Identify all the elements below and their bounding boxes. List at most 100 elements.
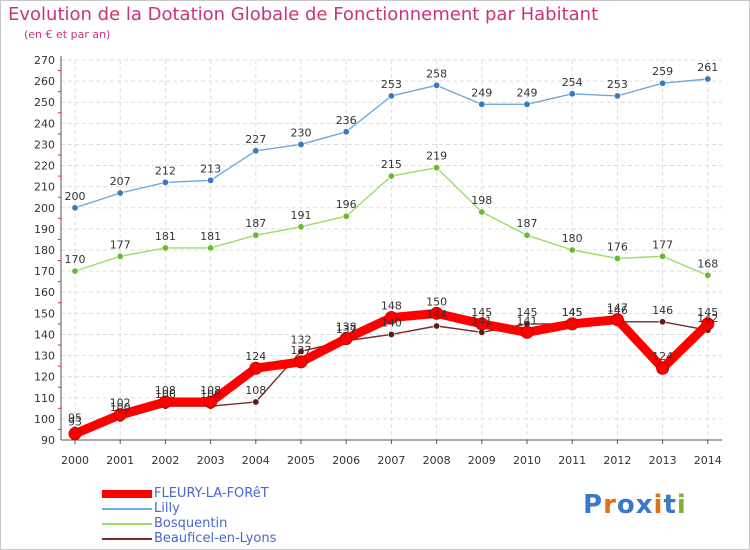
axes: 9010011012013014015016017018019020021022… bbox=[34, 54, 722, 467]
data-label-fleury-la-for-t: 150 bbox=[426, 295, 447, 308]
data-point-bosquentin bbox=[207, 244, 215, 252]
data-point-lilly bbox=[613, 92, 621, 100]
logo-letter: P bbox=[583, 490, 604, 520]
data-label-lilly: 227 bbox=[245, 133, 266, 146]
data-label-bosquentin: 177 bbox=[652, 238, 673, 251]
y-tick-label: 190 bbox=[34, 223, 55, 236]
data-point-bosquentin bbox=[613, 254, 621, 262]
data-point-beauficel-en-lyons bbox=[433, 322, 441, 330]
data-label-bosquentin: 191 bbox=[291, 209, 312, 222]
data-label-lilly: 254 bbox=[562, 76, 583, 89]
logo-letter: t bbox=[663, 490, 677, 520]
data-point-bosquentin bbox=[387, 172, 395, 180]
data-label-lilly: 230 bbox=[291, 126, 312, 139]
data-label-beauficel-en-lyons: 145 bbox=[562, 306, 583, 319]
data-label-fleury-la-for-t: 145 bbox=[562, 306, 583, 319]
logo-letter: r bbox=[603, 490, 617, 520]
data-label-beauficel-en-lyons: 140 bbox=[381, 316, 402, 329]
data-label-beauficel-en-lyons: 106 bbox=[155, 388, 176, 401]
data-label-bosquentin: 198 bbox=[471, 194, 492, 207]
y-tick-label: 240 bbox=[34, 117, 55, 130]
data-label-beauficel-en-lyons: 145 bbox=[517, 306, 538, 319]
data-label-fleury-la-for-t: 102 bbox=[110, 397, 131, 410]
data-label-lilly: 253 bbox=[607, 78, 628, 91]
data-point-beauficel-en-lyons bbox=[659, 318, 667, 326]
x-tick-label: 2014 bbox=[694, 454, 722, 467]
y-tick-label: 140 bbox=[34, 328, 55, 341]
data-point-lilly bbox=[252, 147, 260, 155]
x-tick-label: 2008 bbox=[423, 454, 451, 467]
legend-swatch bbox=[102, 490, 152, 498]
data-label-fleury-la-for-t: 124 bbox=[652, 350, 673, 363]
data-label-beauficel-en-lyons: 100 bbox=[110, 401, 131, 414]
data-label-fleury-la-for-t: 148 bbox=[381, 300, 402, 313]
data-label-bosquentin: 219 bbox=[426, 150, 447, 163]
data-point-lilly bbox=[387, 92, 395, 100]
data-point-bosquentin bbox=[523, 231, 531, 239]
data-point-fleury-la-for-t bbox=[520, 325, 534, 339]
data-point-fleury-la-for-t bbox=[384, 311, 398, 325]
data-point-lilly bbox=[433, 81, 441, 89]
data-label-lilly: 236 bbox=[336, 114, 357, 127]
data-label-beauficel-en-lyons: 142 bbox=[697, 312, 718, 325]
data-point-fleury-la-for-t bbox=[656, 361, 670, 375]
y-tick-label: 160 bbox=[34, 286, 55, 299]
x-tick-label: 2013 bbox=[649, 454, 677, 467]
x-tick-label: 2004 bbox=[242, 454, 270, 467]
data-label-fleury-la-for-t: 147 bbox=[607, 302, 628, 315]
data-point-fleury-la-for-t bbox=[68, 427, 82, 441]
data-label-lilly: 258 bbox=[426, 67, 447, 80]
data-label-lilly: 249 bbox=[471, 86, 492, 99]
data-point-bosquentin bbox=[252, 231, 260, 239]
data-point-bosquentin bbox=[297, 223, 305, 231]
data-label-fleury-la-for-t: 124 bbox=[245, 350, 266, 363]
data-point-bosquentin bbox=[478, 208, 486, 216]
x-tick-label: 2001 bbox=[106, 454, 134, 467]
data-point-lilly bbox=[207, 176, 215, 184]
y-tick-label: 210 bbox=[34, 181, 55, 194]
x-tick-label: 2010 bbox=[513, 454, 541, 467]
data-point-bosquentin bbox=[433, 164, 441, 172]
data-label-fleury-la-for-t: 108 bbox=[155, 384, 176, 397]
data-point-lilly bbox=[523, 100, 531, 108]
data-point-fleury-la-for-t bbox=[249, 361, 263, 375]
data-label-fleury-la-for-t: 145 bbox=[697, 306, 718, 319]
x-tick-label: 2007 bbox=[377, 454, 405, 467]
logo-letter: x bbox=[635, 490, 654, 520]
data-point-fleury-la-for-t bbox=[610, 313, 624, 327]
x-tick-label: 2012 bbox=[603, 454, 631, 467]
data-point-bosquentin bbox=[342, 212, 350, 220]
data-point-bosquentin bbox=[161, 244, 169, 252]
data-label-lilly: 212 bbox=[155, 164, 176, 177]
y-tick-label: 110 bbox=[34, 392, 55, 405]
logo-letter: i bbox=[676, 490, 687, 520]
data-label-bosquentin: 196 bbox=[336, 198, 357, 211]
data-label-fleury-la-for-t: 108 bbox=[200, 384, 221, 397]
data-point-fleury-la-for-t bbox=[113, 408, 127, 422]
data-label-beauficel-en-lyons: 95 bbox=[68, 411, 82, 424]
chart-subtitle: (en € et par an) bbox=[24, 28, 111, 41]
logo-letter: i bbox=[653, 490, 664, 520]
chart-title: Evolution de la Dotation Globale de Fonc… bbox=[8, 4, 599, 25]
legend-swatch bbox=[102, 538, 152, 540]
data-point-fleury-la-for-t bbox=[158, 395, 172, 409]
y-tick-label: 150 bbox=[34, 307, 55, 320]
data-point-bosquentin bbox=[659, 252, 667, 260]
x-tick-label: 2011 bbox=[558, 454, 586, 467]
data-point-fleury-la-for-t bbox=[204, 395, 218, 409]
data-label-bosquentin: 170 bbox=[65, 253, 86, 266]
data-point-bosquentin bbox=[71, 267, 79, 275]
y-tick-label: 200 bbox=[34, 202, 55, 215]
data-label-lilly: 207 bbox=[110, 175, 131, 188]
data-label-bosquentin: 181 bbox=[200, 230, 221, 243]
x-tick-label: 2000 bbox=[61, 454, 89, 467]
data-point-bosquentin bbox=[568, 246, 576, 254]
x-tick-label: 2002 bbox=[151, 454, 179, 467]
series-layer bbox=[68, 75, 715, 441]
data-label-fleury-la-for-t: 145 bbox=[471, 306, 492, 319]
data-point-fleury-la-for-t bbox=[701, 317, 715, 331]
data-label-bosquentin: 180 bbox=[562, 232, 583, 245]
